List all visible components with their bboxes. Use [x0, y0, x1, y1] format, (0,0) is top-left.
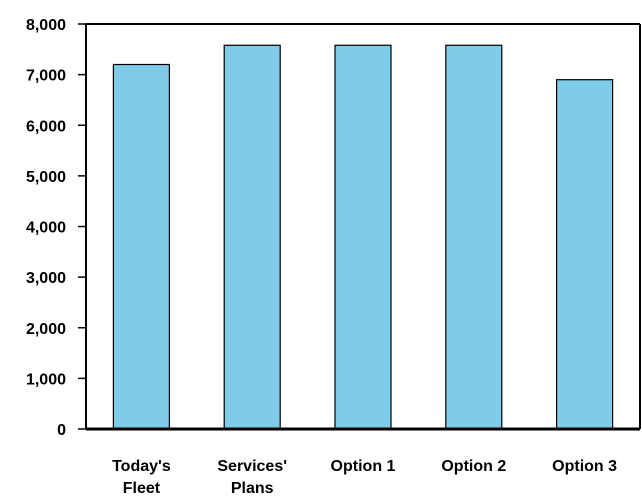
y-tick-label: 6,000	[26, 118, 66, 135]
x-tick-label: Option 3	[552, 458, 617, 475]
y-tick-label: 1,000	[26, 371, 66, 388]
x-tick-label-line: Option 2	[441, 458, 506, 475]
y-axis: 0 1,000 2,000 3,000 4,000 5,000 6,000 7,000 8,00…	[26, 17, 86, 439]
x-tick-label: Today's Fleet	[112, 458, 171, 497]
y-tick-label: 7,000	[26, 68, 66, 85]
x-tick-label-line: Services'	[217, 458, 287, 475]
x-tick-label-line: Today's	[112, 458, 171, 475]
y-tick-label: 3,000	[26, 270, 66, 287]
x-axis: Today's Fleet Services' Plans Option 1 Option…	[86, 427, 640, 497]
x-tick-label-line: Plans	[231, 480, 274, 497]
y-tick-label: 4,000	[26, 220, 66, 237]
x-tick-label: Option 1	[331, 458, 396, 475]
bar	[445, 44, 503, 430]
x-tick-label: Option 2	[441, 458, 506, 475]
y-tick-label: 8,000	[26, 17, 66, 34]
bar	[334, 44, 392, 430]
bar	[112, 63, 171, 430]
y-tick-label: 2,000	[26, 321, 66, 338]
bar	[555, 79, 614, 430]
y-tick-label: 5,000	[26, 169, 66, 186]
x-tick-label-line: Option 1	[331, 458, 396, 475]
x-tick-label-line: Fleet	[123, 480, 161, 497]
x-tick-label: Services' Plans	[217, 458, 287, 497]
bar	[223, 44, 281, 430]
bars	[112, 44, 614, 430]
y-tick-label: 0	[57, 422, 66, 439]
x-tick-label-line: Option 3	[552, 458, 617, 475]
